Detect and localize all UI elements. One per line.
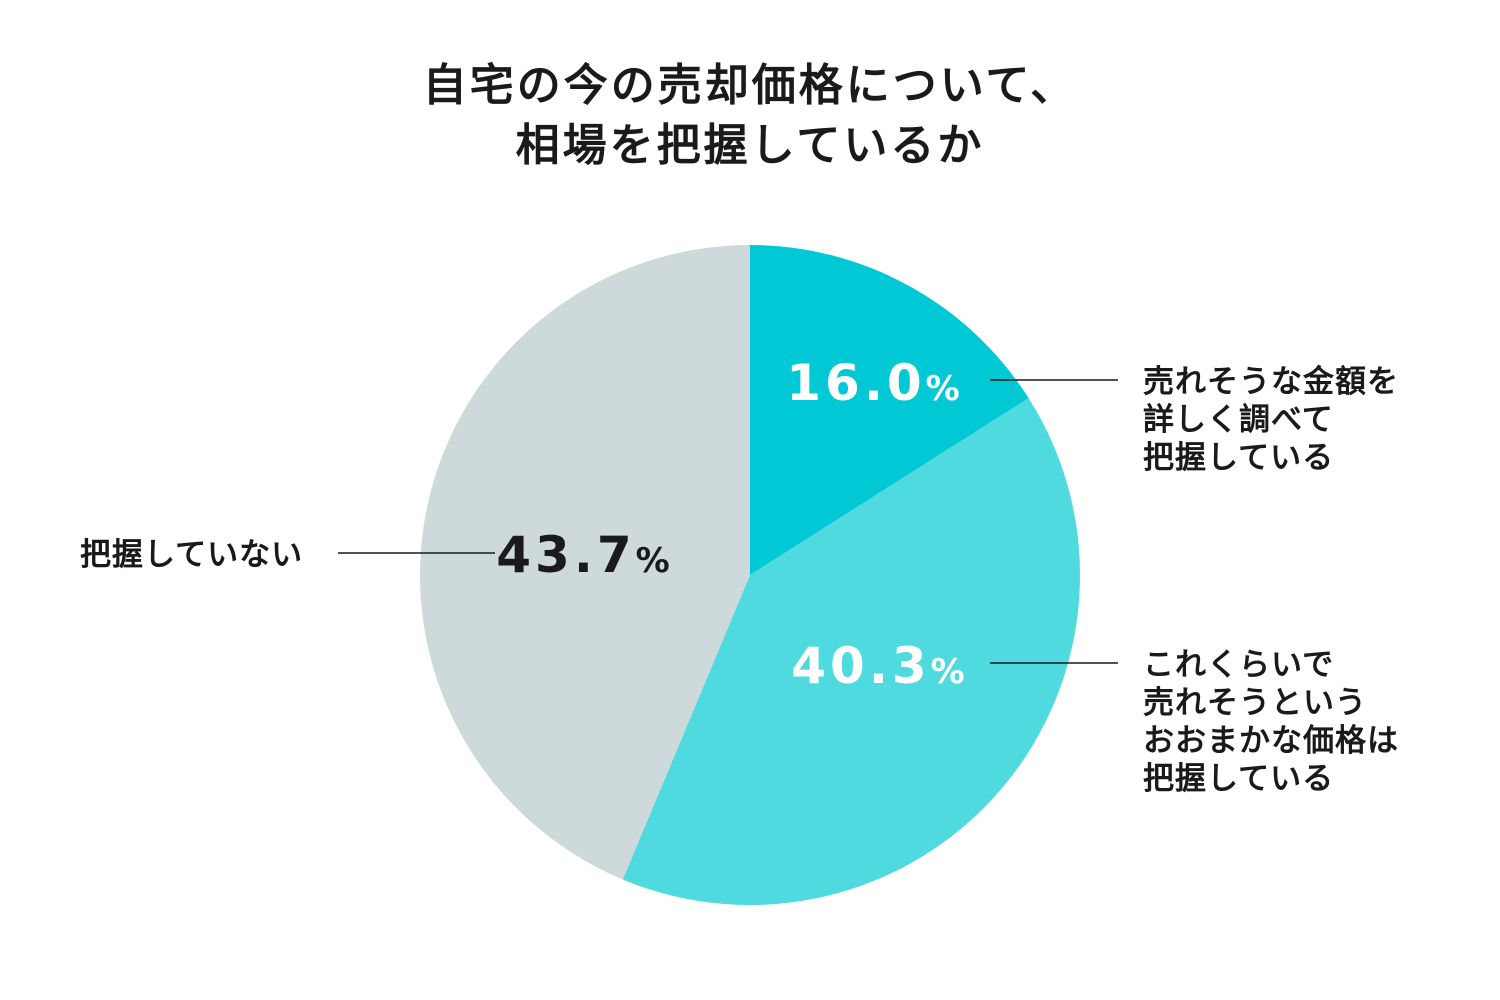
- chart-title-line-1: 自宅の今の売却価格について、: [423, 60, 1077, 111]
- slice-value-number: 40.3: [791, 637, 930, 695]
- category-label-1: 売れそうな金額を詳しく調べて把握している: [1143, 364, 1399, 476]
- category-label-line: 把握している: [1143, 440, 1334, 476]
- slice-value-number: 16.0: [786, 354, 925, 412]
- pie-slice-1: [750, 245, 1029, 575]
- slice-value-label-3: 43.7%: [496, 526, 673, 584]
- pie-slice-2: [622, 398, 1080, 905]
- category-label-line: 詳しく調べて: [1143, 402, 1334, 438]
- category-label-line: 把握している: [1143, 761, 1334, 797]
- category-label-line: 売れそうな金額を: [1143, 364, 1399, 400]
- slice-value-unit: %: [636, 541, 674, 581]
- slice-value-unit: %: [931, 652, 969, 692]
- category-label-2: これくらいで売れそうというおおまかな価格は把握している: [1143, 647, 1399, 797]
- slice-value-number: 43.7: [496, 526, 635, 584]
- category-label-line: これくらいで: [1143, 647, 1334, 683]
- category-label-line: 把握していない: [80, 537, 303, 573]
- category-label-3: 把握していない: [80, 537, 303, 573]
- category-label-line: 売れそうという: [1143, 685, 1367, 721]
- slice-value-unit: %: [926, 369, 964, 409]
- pie-slices: [420, 245, 1080, 905]
- chart-title-line-2: 相場を把握しているか: [516, 120, 985, 171]
- slice-value-label-1: 16.0%: [786, 354, 963, 412]
- pie-slice-3: [420, 245, 750, 880]
- category-label-line: おおまかな価格は: [1143, 723, 1399, 759]
- slice-value-label-2: 40.3%: [791, 637, 968, 695]
